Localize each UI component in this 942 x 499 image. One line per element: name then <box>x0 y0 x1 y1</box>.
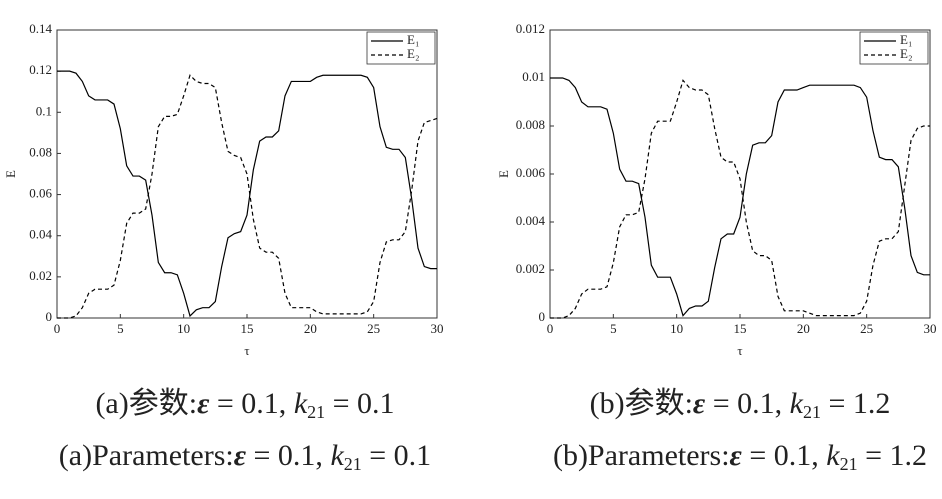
legend-label: E₂ <box>900 46 912 61</box>
x-axis-label: τ <box>737 343 742 358</box>
y-tick-label: 0.12 <box>29 62 52 77</box>
y-tick-label: 0 <box>46 309 53 324</box>
caption-symbol: k <box>330 439 344 472</box>
caption: (a)参数:ε = 0.1, k21 = 0.1 <box>95 387 394 422</box>
caption-subscript: 21 <box>803 402 821 422</box>
x-tick-label: 5 <box>117 321 124 336</box>
x-tick-label: 30 <box>924 321 937 336</box>
y-tick-label: 0.08 <box>29 144 52 159</box>
x-tick-label: 20 <box>304 321 317 336</box>
caption-value: = 1.2 <box>821 387 890 420</box>
caption-value: = 0.1, <box>209 387 293 420</box>
caption-value: = 1.2 <box>858 439 927 472</box>
caption-symbol: k <box>826 439 840 472</box>
x-tick-label: 10 <box>177 321 190 336</box>
caption-symbol: k <box>790 387 804 420</box>
caption-value: = 0.1, <box>742 439 826 472</box>
y-tick-label: 0.06 <box>29 186 52 201</box>
legend-label: E₂ <box>407 46 419 61</box>
legend-label: E₁ <box>407 32 419 47</box>
caption: (b)Parameters:ε = 0.1, k21 = 1.2 <box>553 439 927 474</box>
x-tick-label: 15 <box>241 321 254 336</box>
legend-box <box>366 31 436 65</box>
caption-label: (a)Parameters: <box>59 439 234 472</box>
y-tick-label: 0.004 <box>516 213 546 228</box>
y-axis-label: E <box>3 170 18 178</box>
x-tick-label: 30 <box>431 321 444 336</box>
x-tick-label: 25 <box>367 321 380 336</box>
caption-label: (a)参数: <box>95 387 197 420</box>
caption: (a)Parameters:ε = 0.1, k21 = 0.1 <box>59 439 431 474</box>
caption-symbol: ε <box>234 439 247 472</box>
x-tick-label: 5 <box>610 321 617 336</box>
caption-value: = 0.1, <box>246 439 330 472</box>
legend-label: E₁ <box>900 32 912 47</box>
y-tick-label: 0 <box>539 309 546 324</box>
y-tick-label: 0.02 <box>29 268 52 283</box>
series-line <box>57 74 438 319</box>
caption-symbol: ε <box>730 439 743 472</box>
caption-symbol: k <box>294 387 308 420</box>
caption-label: (b)参数: <box>590 387 693 420</box>
caption-value: = 0.1 <box>325 387 394 420</box>
y-tick-label: 0.14 <box>29 21 52 36</box>
caption-label: (b)Parameters: <box>553 439 730 472</box>
y-tick-label: 0.002 <box>516 261 545 276</box>
x-tick-label: 10 <box>670 321 683 336</box>
caption-subscript: 21 <box>344 454 362 474</box>
legend-box <box>859 31 929 65</box>
caption-value: = 0.1, <box>705 387 789 420</box>
y-tick-label: 0.012 <box>516 21 545 36</box>
x-tick-label: 0 <box>547 321 554 336</box>
plot-frame <box>549 29 931 319</box>
x-axis-label: τ <box>244 343 249 358</box>
caption: (b)参数:ε = 0.1, k21 = 1.2 <box>590 387 891 422</box>
series-line <box>550 79 930 319</box>
y-axis-label: E <box>496 170 511 178</box>
x-tick-label: 20 <box>797 321 810 336</box>
caption-value: = 0.1 <box>362 439 431 472</box>
series-line <box>57 70 437 318</box>
caption-subscript: 21 <box>840 454 858 474</box>
series-line <box>550 77 930 317</box>
caption-symbol: ε <box>197 387 210 420</box>
caption-subscript: 21 <box>307 402 325 422</box>
y-tick-label: 0.008 <box>516 117 545 132</box>
y-tick-label: 0.006 <box>516 165 546 180</box>
caption-symbol: ε <box>693 387 706 420</box>
x-tick-label: 15 <box>734 321 747 336</box>
y-tick-label: 0.01 <box>522 69 545 84</box>
x-tick-label: 0 <box>54 321 61 336</box>
x-tick-label: 25 <box>860 321 873 336</box>
y-tick-label: 0.1 <box>36 103 52 118</box>
y-tick-label: 0.04 <box>29 227 52 242</box>
